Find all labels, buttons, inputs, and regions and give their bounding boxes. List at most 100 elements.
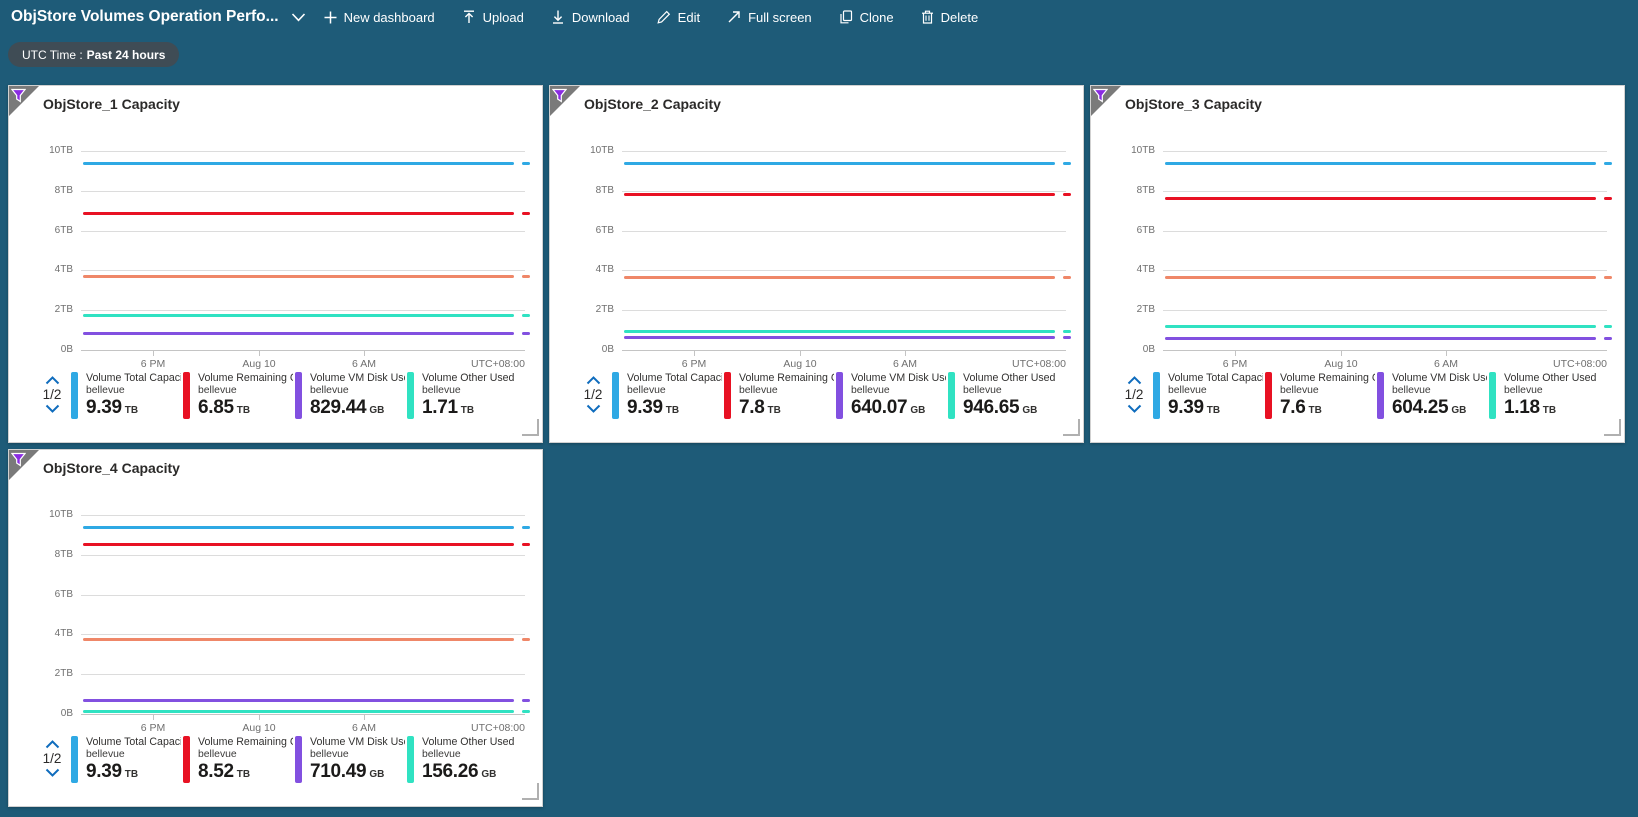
legend-page-up-icon[interactable] <box>45 740 60 749</box>
gridline <box>622 230 1066 232</box>
legend-color-bar <box>724 372 731 419</box>
legend-value-unit: TB <box>460 405 475 416</box>
legend-color-bar <box>1265 372 1272 419</box>
legend-value: 7.8 TB <box>739 397 834 419</box>
chart-plot: 10TB 8TB 6TB 4TB 2TB 0B 6 PM Aug 10 6 AM UTC+08:0… <box>1091 86 1624 442</box>
legend-value-number: 710.49 <box>310 761 367 782</box>
legend-metric-label: Volume Remaining Cap... <box>198 736 293 748</box>
tile-objstore-4: ObjStore_4 Capacity 10TB 8TB 6TB 4TB 2TB 0B 6 … <box>8 449 543 807</box>
legend-page-up-icon[interactable] <box>45 376 60 385</box>
legend-value-number: 829.44 <box>310 397 367 418</box>
legend-page-down-icon[interactable] <box>45 404 60 413</box>
legend-value-unit: TB <box>236 769 251 780</box>
x-axis-tick <box>153 351 154 356</box>
clone-button[interactable]: Clone <box>839 10 894 25</box>
download-button[interactable]: Download <box>551 10 630 25</box>
gridline <box>81 554 525 556</box>
series-endpoint <box>522 525 530 529</box>
gridline <box>622 350 1066 351</box>
legend-value-unit: GB <box>369 405 385 416</box>
edit-button[interactable]: Edit <box>657 10 700 25</box>
legend-resource-name: bellevue <box>86 385 125 396</box>
gridline <box>1163 270 1607 272</box>
legend-color-bar <box>948 372 955 419</box>
chart-plot: 10TB 8TB 6TB 4TB 2TB 0B 6 PM Aug 10 6 AM UTC+08:0… <box>550 86 1083 442</box>
upload-button[interactable]: Upload <box>462 10 524 25</box>
y-axis-label: 0B <box>601 344 614 355</box>
legend-page-up-icon[interactable] <box>586 376 601 385</box>
gridline <box>81 594 525 596</box>
legend-resource-name: bellevue <box>1280 385 1319 396</box>
new-dashboard-button[interactable]: New dashboard <box>324 10 435 25</box>
tile-resize-handle[interactable] <box>521 782 541 802</box>
legend-value-number: 7.6 <box>1280 397 1306 418</box>
tile-resize-handle[interactable] <box>1603 418 1623 438</box>
x-axis-tick <box>1235 351 1236 356</box>
time-range-filter-pill[interactable]: UTC Time : Past 24 hours <box>8 42 180 67</box>
x-axis-label: 6 AM <box>352 358 376 370</box>
series-line <box>1165 336 1596 340</box>
legend-value-unit: GB <box>910 405 926 416</box>
chart-plot: 10TB 8TB 6TB 4TB 2TB 0B 6 PM Aug 10 6 AM UTC+08:0… <box>9 86 542 442</box>
legend-page-down-icon[interactable] <box>586 404 601 413</box>
tile-resize-handle[interactable] <box>521 418 541 438</box>
chevron-down-icon <box>291 12 305 21</box>
gridline <box>1163 190 1607 192</box>
legend-page-down-icon[interactable] <box>45 768 60 777</box>
delete-icon <box>921 10 933 24</box>
tile-resize-handle[interactable] <box>1062 418 1082 438</box>
legend-page-down-icon[interactable] <box>1127 404 1142 413</box>
legend-metric-label: Volume VM Disk Used ... <box>851 372 946 384</box>
legend-resource-name: bellevue <box>851 385 890 396</box>
x-axis-label: 6 AM <box>893 358 917 370</box>
gridline <box>81 230 525 232</box>
filter-icon <box>1093 88 1108 103</box>
series-line <box>83 274 514 278</box>
legend-page-up-icon[interactable] <box>1127 376 1142 385</box>
series-endpoint <box>522 161 530 165</box>
y-axis-label: 10TB <box>590 145 614 156</box>
series-endpoint <box>522 332 530 336</box>
legend-page-indicator: 1/2 <box>1124 387 1144 402</box>
legend-value: 9.39 TB <box>86 761 181 783</box>
x-axis-tick <box>905 351 906 356</box>
series-endpoint <box>522 314 530 318</box>
series-endpoint <box>522 709 530 713</box>
y-axis-label: 4TB <box>1136 264 1155 276</box>
delete-button[interactable]: Delete <box>921 10 978 25</box>
dashboard-title-dropdown[interactable] <box>291 12 306 22</box>
legend-color-bar <box>407 372 414 419</box>
y-axis-label: 4TB <box>54 628 73 640</box>
legend-resource-name: bellevue <box>627 385 666 396</box>
dashboard-title[interactable]: ObjStore Volumes Operation Perfo... <box>11 8 279 25</box>
tile-objstore-2: ObjStore_2 Capacity 10TB 8TB 6TB 4TB 2TB 0B 6 … <box>549 85 1084 443</box>
fullscreen-button[interactable]: Full screen <box>727 10 812 25</box>
y-axis-label: 6TB <box>1136 224 1155 236</box>
legend-resource-name: bellevue <box>739 385 778 396</box>
y-axis-label: 4TB <box>595 264 614 276</box>
legend-value: 946.65 GB <box>963 397 1058 419</box>
legend-resource-name: bellevue <box>1504 385 1543 396</box>
legend-value: 7.6 TB <box>1280 397 1375 419</box>
